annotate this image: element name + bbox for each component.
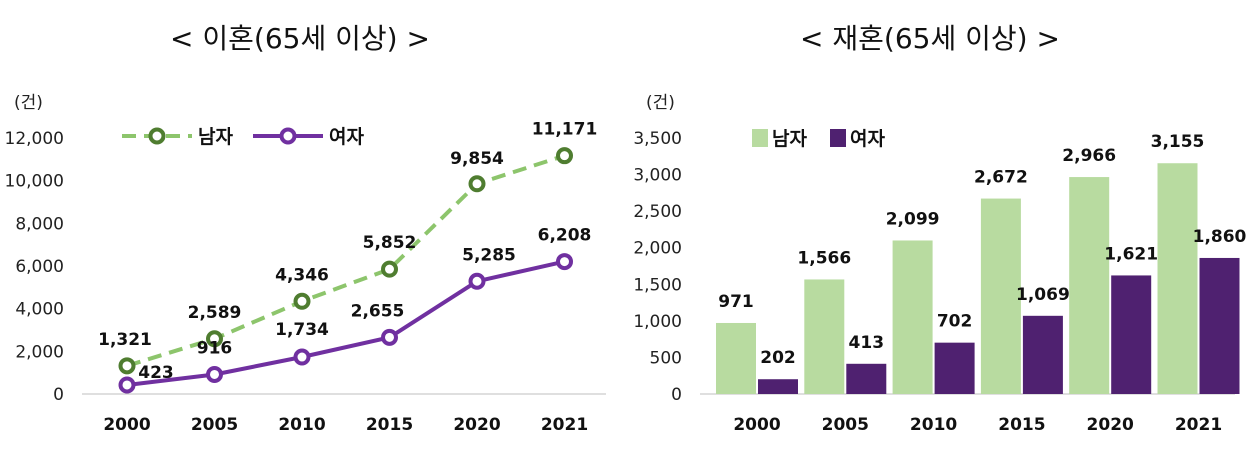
data-point	[206, 365, 223, 383]
data-point	[118, 376, 136, 394]
data-label: 2,099	[886, 209, 940, 229]
data-label: 11,171	[532, 120, 598, 140]
data-label: 2,589	[188, 303, 242, 323]
data-label: 971	[718, 292, 754, 312]
data-point	[381, 260, 398, 278]
divorce-chart-title: < 이혼(65세 이상) >	[170, 22, 430, 55]
data-label: 423	[138, 363, 174, 383]
remarriage-chart-title: < 재혼(65세 이상) >	[800, 22, 1060, 55]
x-tick-label: 2015	[998, 415, 1045, 435]
legend-marker-female	[279, 127, 297, 145]
y-tick-label: 0	[53, 385, 64, 405]
bar-male	[892, 240, 933, 394]
data-label: 702	[937, 312, 973, 332]
y-tick-label: 2,500	[633, 202, 682, 222]
data-point	[556, 253, 573, 271]
data-label: 1,860	[1193, 227, 1247, 247]
y-tick-label: 4,000	[15, 300, 64, 320]
data-label: 2,966	[1062, 146, 1116, 166]
x-tick-label: 2020	[1087, 415, 1134, 435]
remarriage-bar-chart: 0 500 1,000 1,500 2,000 2,500 3,000 3,500 2000 20…	[633, 128, 1246, 435]
x-tick-label: 2021	[1175, 415, 1222, 435]
data-label: 2,672	[974, 168, 1028, 188]
x-tick-label: 2020	[453, 415, 500, 435]
legend-label-male: 남자	[772, 128, 807, 150]
series-line-male	[126, 153, 566, 368]
bar-male	[980, 198, 1021, 394]
bar-male	[1157, 163, 1198, 394]
data-point	[468, 272, 486, 290]
x-tick-label: 2021	[541, 415, 588, 435]
data-label: 916	[197, 338, 233, 358]
data-point	[118, 357, 136, 375]
bar-male	[804, 279, 845, 394]
y-tick-label: 3,500	[633, 129, 682, 149]
y-tick-label: 3,000	[633, 166, 682, 186]
data-point	[206, 330, 223, 348]
y-tick-label: 2,000	[633, 239, 682, 259]
bar-female	[846, 363, 887, 394]
y-tick-label: 6,000	[15, 257, 64, 277]
legend-label-male: 남자	[198, 126, 233, 148]
bar-female	[758, 379, 798, 394]
bar-female	[1111, 275, 1152, 394]
remarriage-unit-label: (건)	[646, 93, 675, 113]
x-tick-label: 2010	[910, 415, 957, 435]
bar-female	[1022, 315, 1063, 394]
divorce-unit-label: (건)	[14, 93, 43, 113]
y-tick-label: 1,000	[633, 312, 682, 332]
data-label: 1,321	[98, 330, 152, 350]
y-tick-label: 8,000	[15, 214, 64, 234]
y-tick-label: 10,000	[5, 172, 64, 192]
data-label: 5,852	[363, 233, 417, 253]
data-label: 2,655	[351, 301, 405, 321]
data-point	[381, 328, 398, 346]
data-label: 5,285	[462, 245, 516, 265]
data-label: 1,734	[275, 320, 329, 340]
legend-swatch-female	[830, 129, 846, 147]
legend-label-female: 여자	[329, 126, 364, 148]
x-tick-label: 2010	[278, 415, 325, 435]
x-tick-label: 2000	[103, 415, 150, 435]
series-line-female	[126, 259, 565, 387]
x-tick-label: 2005	[822, 415, 869, 435]
data-label: 9,854	[450, 149, 504, 169]
legend-label-female: 여자	[850, 128, 885, 150]
data-point	[556, 147, 573, 165]
y-tick-label: 1,500	[633, 275, 682, 295]
divorce-line-chart: 0 2,000 4,000 6,000 8,000 10,000 12,000 2000 200…	[5, 120, 606, 435]
x-tick-label: 2015	[366, 415, 413, 435]
x-tick-label: 2005	[191, 415, 238, 435]
data-label: 1,621	[1104, 244, 1158, 264]
data-label: 3,155	[1151, 132, 1205, 152]
data-label: 6,208	[538, 226, 592, 246]
data-label: 413	[849, 333, 885, 353]
y-tick-label: 12,000	[5, 129, 64, 149]
y-tick-label: 2,000	[15, 342, 64, 362]
bar-female	[934, 342, 975, 394]
data-label: 1,566	[797, 248, 851, 268]
y-tick-label: 500	[650, 348, 682, 368]
data-point	[468, 175, 486, 193]
bar-female	[1199, 257, 1240, 394]
data-label: 4,346	[275, 265, 329, 285]
data-label: 202	[760, 348, 796, 368]
x-tick-label: 2000	[733, 415, 780, 435]
y-tick-label: 0	[671, 385, 682, 405]
bar-male	[1069, 177, 1110, 394]
legend-swatch-male	[752, 129, 768, 147]
data-point	[293, 292, 311, 310]
data-point	[293, 348, 311, 366]
bar-male	[716, 322, 756, 394]
legend-marker-male	[148, 127, 166, 145]
data-label: 1,069	[1016, 285, 1070, 305]
